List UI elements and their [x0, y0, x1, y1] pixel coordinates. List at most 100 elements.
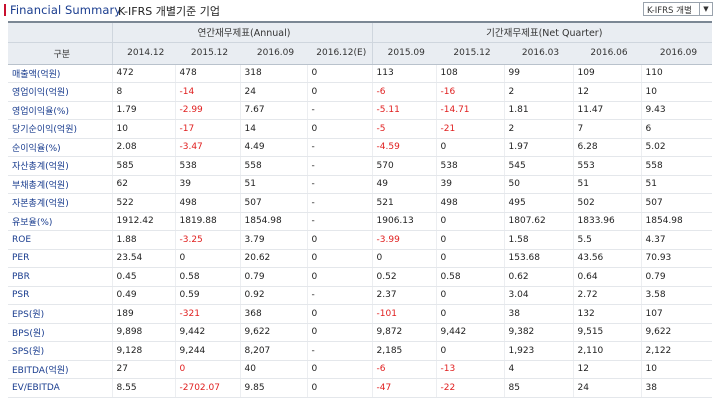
table-cell: 8 — [111, 82, 175, 102]
table-row: 영업이익(억원) 8 -14 24 0 -6 -16 2 12 10 — [8, 82, 713, 102]
table-cell: 318 — [239, 64, 307, 83]
table-cell: 43.56 — [572, 249, 642, 268]
table-cell: 498 — [174, 193, 240, 213]
table-cell: 51 — [640, 175, 713, 194]
table-cell: 522 — [111, 193, 175, 213]
table-cell: 472 — [111, 64, 175, 83]
title-bar: Financial Summary K-IFRS 개별기준 기업 K-IFRS … — [0, 0, 720, 20]
table-cell: 0.59 — [174, 286, 240, 305]
table-cell: - — [306, 212, 373, 231]
row-label[interactable]: 유보율(%) — [8, 212, 112, 231]
table-cell: 109 — [572, 64, 642, 83]
table-cell: 9,244 — [174, 341, 240, 361]
table-cell: 9,515 — [572, 323, 642, 342]
table-cell: 110 — [640, 64, 713, 83]
table-row: 영업이익율(%) 1.79 -2.99 7.67- -5.11 -14.71 1.81 11.… — [8, 101, 713, 120]
table-cell: 538 — [174, 156, 240, 176]
table-cell: 0.45 — [111, 267, 175, 287]
table-row: SPS(원) 9,128 9,244 8,207-2,185 0 1,923 2,110 2,… — [8, 341, 713, 361]
table-cell: 0 — [306, 378, 373, 398]
header-period: 2016.03 — [504, 42, 574, 65]
table-cell: 0.52 — [371, 267, 437, 287]
table-cell: 502 — [572, 193, 642, 213]
row-label[interactable]: 매출액(억원) — [8, 64, 112, 83]
header-corner — [8, 22, 112, 43]
row-label[interactable]: PER — [8, 249, 112, 268]
table-cell: 23.54 — [111, 249, 175, 268]
table-cell: 0 — [435, 286, 505, 305]
row-label[interactable]: 자본총계(억원) — [8, 193, 112, 213]
table-cell: 0 — [371, 249, 437, 268]
table-cell: 85 — [503, 378, 574, 398]
row-label[interactable]: 순이익율(%) — [8, 138, 112, 157]
row-label[interactable]: EBITDA(억원) — [8, 360, 112, 379]
table-cell: 507 — [239, 193, 307, 213]
table-cell: 2.08 — [111, 138, 175, 157]
table-cell: 0 — [435, 304, 505, 324]
table-cell: 0 — [306, 230, 373, 250]
table-row: 자본총계(억원) 522 498 507-521 498 495 502 507 — [8, 193, 713, 213]
table-cell: 0.58 — [174, 267, 240, 287]
table-cell: 12 — [572, 82, 642, 102]
standard-select[interactable]: K-IFRS 개별 ▼ — [643, 2, 713, 16]
table-row: EPS(원) 189 -321 368 0 -101 0 38 132 107 — [8, 304, 713, 324]
table-cell: -4.59 — [371, 138, 437, 157]
row-label[interactable]: SPS(원) — [8, 341, 112, 361]
table-cell: 9,622 — [640, 323, 713, 342]
table-row: EV/EBITDA 8.55 -2702.07 9.85 0 -47 -22 85 24 38 — [8, 378, 713, 398]
table-cell: -3.99 — [371, 230, 437, 250]
table-cell: 0.79 — [640, 267, 713, 287]
table-cell: 6 — [640, 119, 713, 139]
table-cell: -2702.07 — [174, 378, 240, 398]
title-accent-bar — [4, 4, 6, 16]
table-cell: - — [306, 138, 373, 157]
row-label[interactable]: 부채총계(억원) — [8, 175, 112, 194]
table-cell: 9,622 — [239, 323, 307, 342]
row-label[interactable]: PSR — [8, 286, 112, 305]
table-cell: 0 — [174, 249, 240, 268]
table-cell: 9,898 — [111, 323, 175, 342]
table-cell: 3.58 — [640, 286, 713, 305]
table-cell: 0 — [306, 64, 373, 83]
table-cell: -47 — [371, 378, 437, 398]
table-cell: 51 — [572, 175, 642, 194]
table-cell: 4.49 — [239, 138, 307, 157]
chevron-down-icon[interactable]: ▼ — [699, 3, 712, 15]
table-cell: -5.11 — [371, 101, 437, 120]
table-cell: 62 — [111, 175, 175, 194]
table-row: PBR 0.45 0.58 0.79 0 0.52 0.58 0.62 0.64 0.79 — [8, 267, 713, 287]
row-label[interactable]: 당기순이익(억원) — [8, 119, 112, 139]
table-cell: 507 — [640, 193, 713, 213]
table-cell: 113 — [371, 64, 437, 83]
row-label[interactable]: EV/EBITDA — [8, 378, 112, 398]
table-cell: 10 — [640, 360, 713, 379]
table-cell: 51 — [239, 175, 307, 194]
table-cell: 4.37 — [640, 230, 713, 250]
table-cell: -14 — [174, 82, 240, 102]
row-label[interactable]: PBR — [8, 267, 112, 287]
row-label[interactable]: 자산총계(억원) — [8, 156, 112, 176]
row-label[interactable]: BPS(원) — [8, 323, 112, 342]
table-cell: -16 — [435, 82, 505, 102]
table-cell: 7 — [572, 119, 642, 139]
header-period: 2014.12 — [111, 42, 175, 65]
row-label[interactable]: 영업이익(억원) — [8, 82, 112, 102]
table-cell: 0 — [435, 230, 505, 250]
row-label[interactable]: EPS(원) — [8, 304, 112, 324]
table-cell: 558 — [640, 156, 713, 176]
table-cell: 0.62 — [503, 267, 574, 287]
table-cell: 1.81 — [503, 101, 574, 120]
table-cell: 189 — [111, 304, 175, 324]
row-label[interactable]: 영업이익율(%) — [8, 101, 112, 120]
table-cell: 558 — [239, 156, 307, 176]
table-cell: - — [306, 193, 373, 213]
table-cell: 8.55 — [111, 378, 175, 398]
table-cell: -17 — [174, 119, 240, 139]
header-period: 2016.06 — [573, 42, 642, 65]
table-cell: -6 — [371, 360, 437, 379]
table-cell: 1906.13 — [371, 212, 437, 231]
table-row: EBITDA(억원) 27 0 40 0 -6 -13 4 12 10 — [8, 360, 713, 379]
row-label[interactable]: ROE — [8, 230, 112, 250]
table-cell: 7.67 — [239, 101, 307, 120]
header-period: 2015.09 — [371, 42, 437, 65]
